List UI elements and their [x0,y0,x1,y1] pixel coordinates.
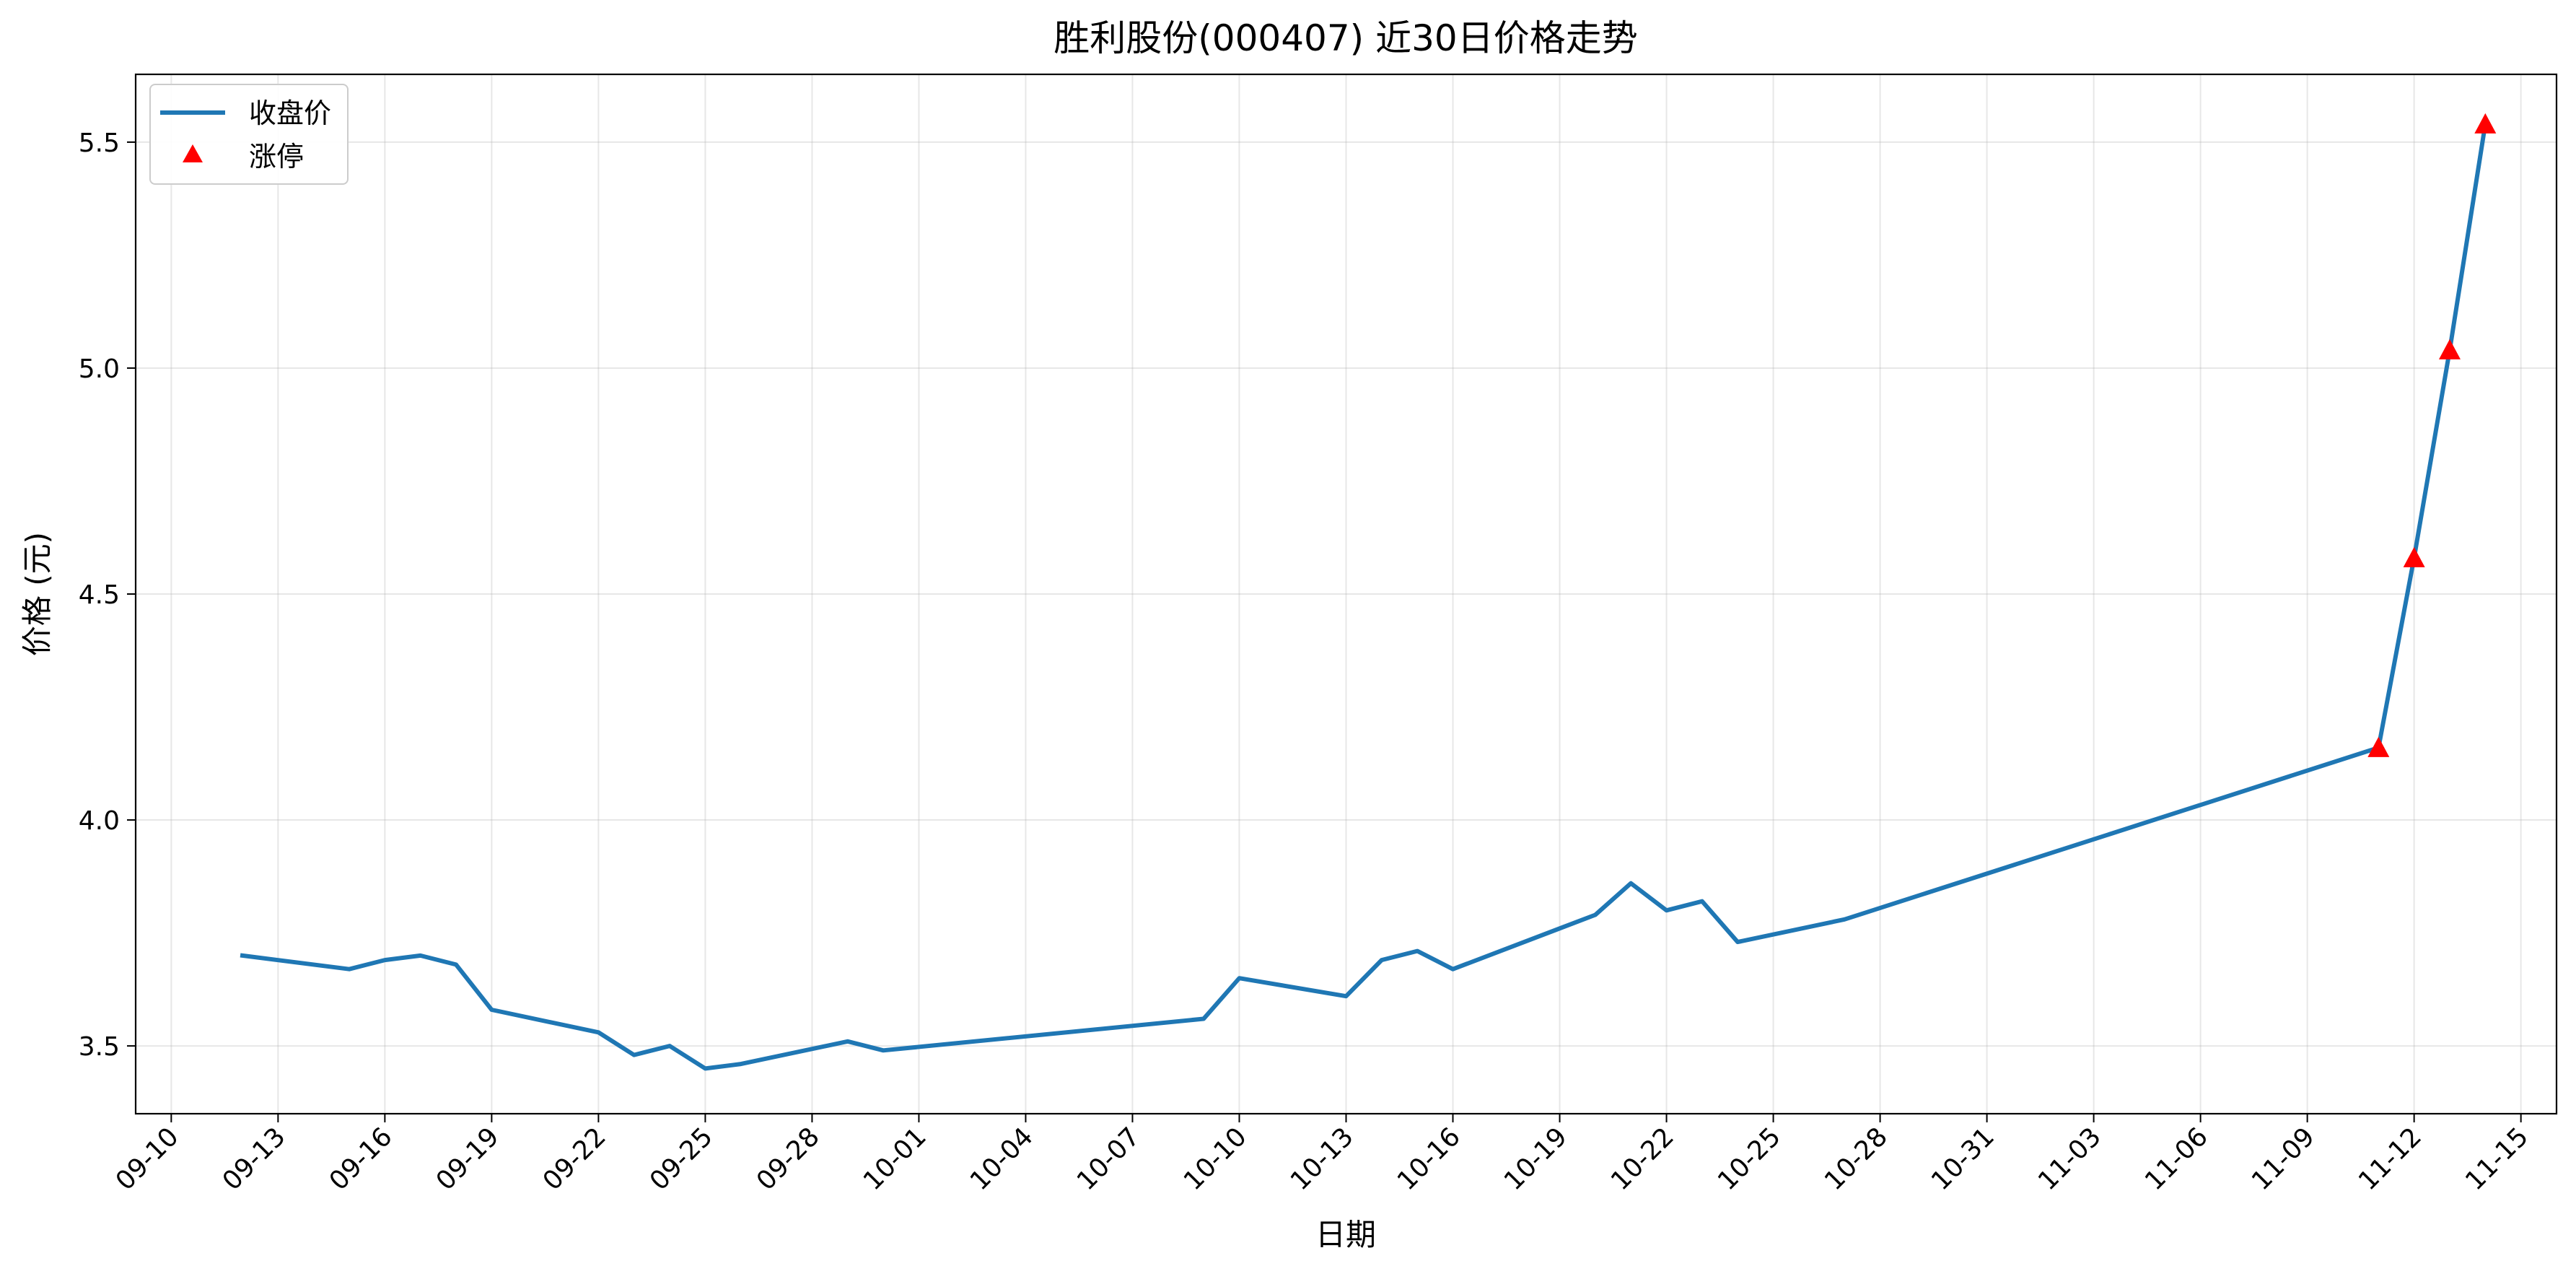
chart-title: 胜利股份(000407) 近30日价格走势 [1053,17,1637,59]
y-tick-label: 4.5 [79,580,120,610]
legend-triangle-marker [183,144,203,162]
limit-up-marker [2403,546,2425,567]
y-tick-label: 3.5 [79,1032,120,1062]
close-price-line [240,121,2488,1071]
y-tick-label: 4.0 [79,806,120,836]
legend: 收盘价 涨停 [149,84,349,185]
limit-up-marker [2474,113,2497,134]
legend-label-limit-up: 涨停 [249,141,304,173]
plot-series [240,113,2497,1071]
y-tick-label: 5.0 [79,354,120,384]
legend-label-close: 收盘价 [249,97,331,129]
x-axis-label: 日期 [1315,1217,1376,1252]
y-axis-label: 价格 (元) [19,532,55,656]
grid-lines [136,74,2557,1114]
y-tick-label: 5.5 [79,128,120,158]
limit-up-marker [2438,339,2461,359]
limit-up-marker [2367,736,2390,757]
